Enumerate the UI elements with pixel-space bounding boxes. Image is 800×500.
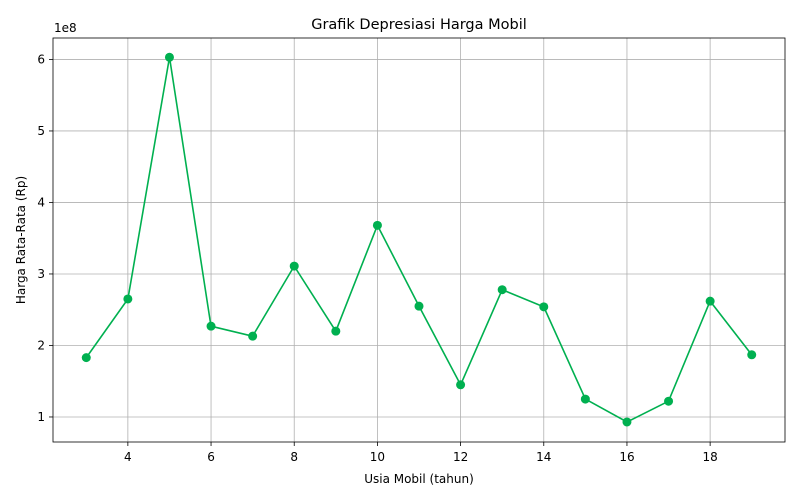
x-tick-label: 12 — [453, 450, 468, 464]
x-tick-label: 8 — [290, 450, 298, 464]
data-point — [414, 301, 424, 311]
chart-title: Grafik Depresiasi Harga Mobil — [311, 17, 527, 33]
y-axis-label: Harga Rata-Rata (Rp) — [14, 176, 28, 304]
series-layer — [81, 52, 757, 427]
x-tick-label: 10 — [370, 450, 385, 464]
data-point — [747, 350, 757, 360]
data-point — [331, 326, 341, 336]
data-point — [580, 394, 590, 404]
y-tick-label: 3 — [37, 267, 45, 281]
y-tick-label: 1 — [37, 410, 45, 424]
x-tick-label: 4 — [124, 450, 132, 464]
data-point — [497, 285, 507, 295]
data-point — [372, 220, 382, 230]
data-point — [248, 331, 258, 341]
y-axis-offset-label: 1e8 — [54, 21, 77, 35]
x-axis-label: Usia Mobil (tahun) — [364, 472, 474, 486]
y-tick-label: 5 — [37, 124, 45, 138]
data-point — [123, 294, 133, 304]
plot-area-frame — [52, 37, 786, 443]
data-point — [539, 302, 549, 312]
data-point — [289, 261, 299, 271]
x-tick-label: 6 — [207, 450, 215, 464]
grid — [53, 38, 785, 442]
data-point — [622, 417, 632, 427]
y-tick-label: 6 — [37, 52, 45, 66]
data-point — [456, 380, 466, 390]
x-tick-label: 18 — [702, 450, 717, 464]
series-line — [85, 57, 753, 423]
data-point — [206, 321, 216, 331]
data-point — [705, 296, 715, 306]
data-point — [664, 396, 674, 406]
x-tick-label: 14 — [536, 450, 551, 464]
x-tick-label: 16 — [619, 450, 634, 464]
y-tick-label: 4 — [37, 195, 45, 209]
data-point — [164, 52, 174, 62]
data-point — [81, 353, 91, 363]
y-tick-label: 2 — [37, 338, 45, 352]
